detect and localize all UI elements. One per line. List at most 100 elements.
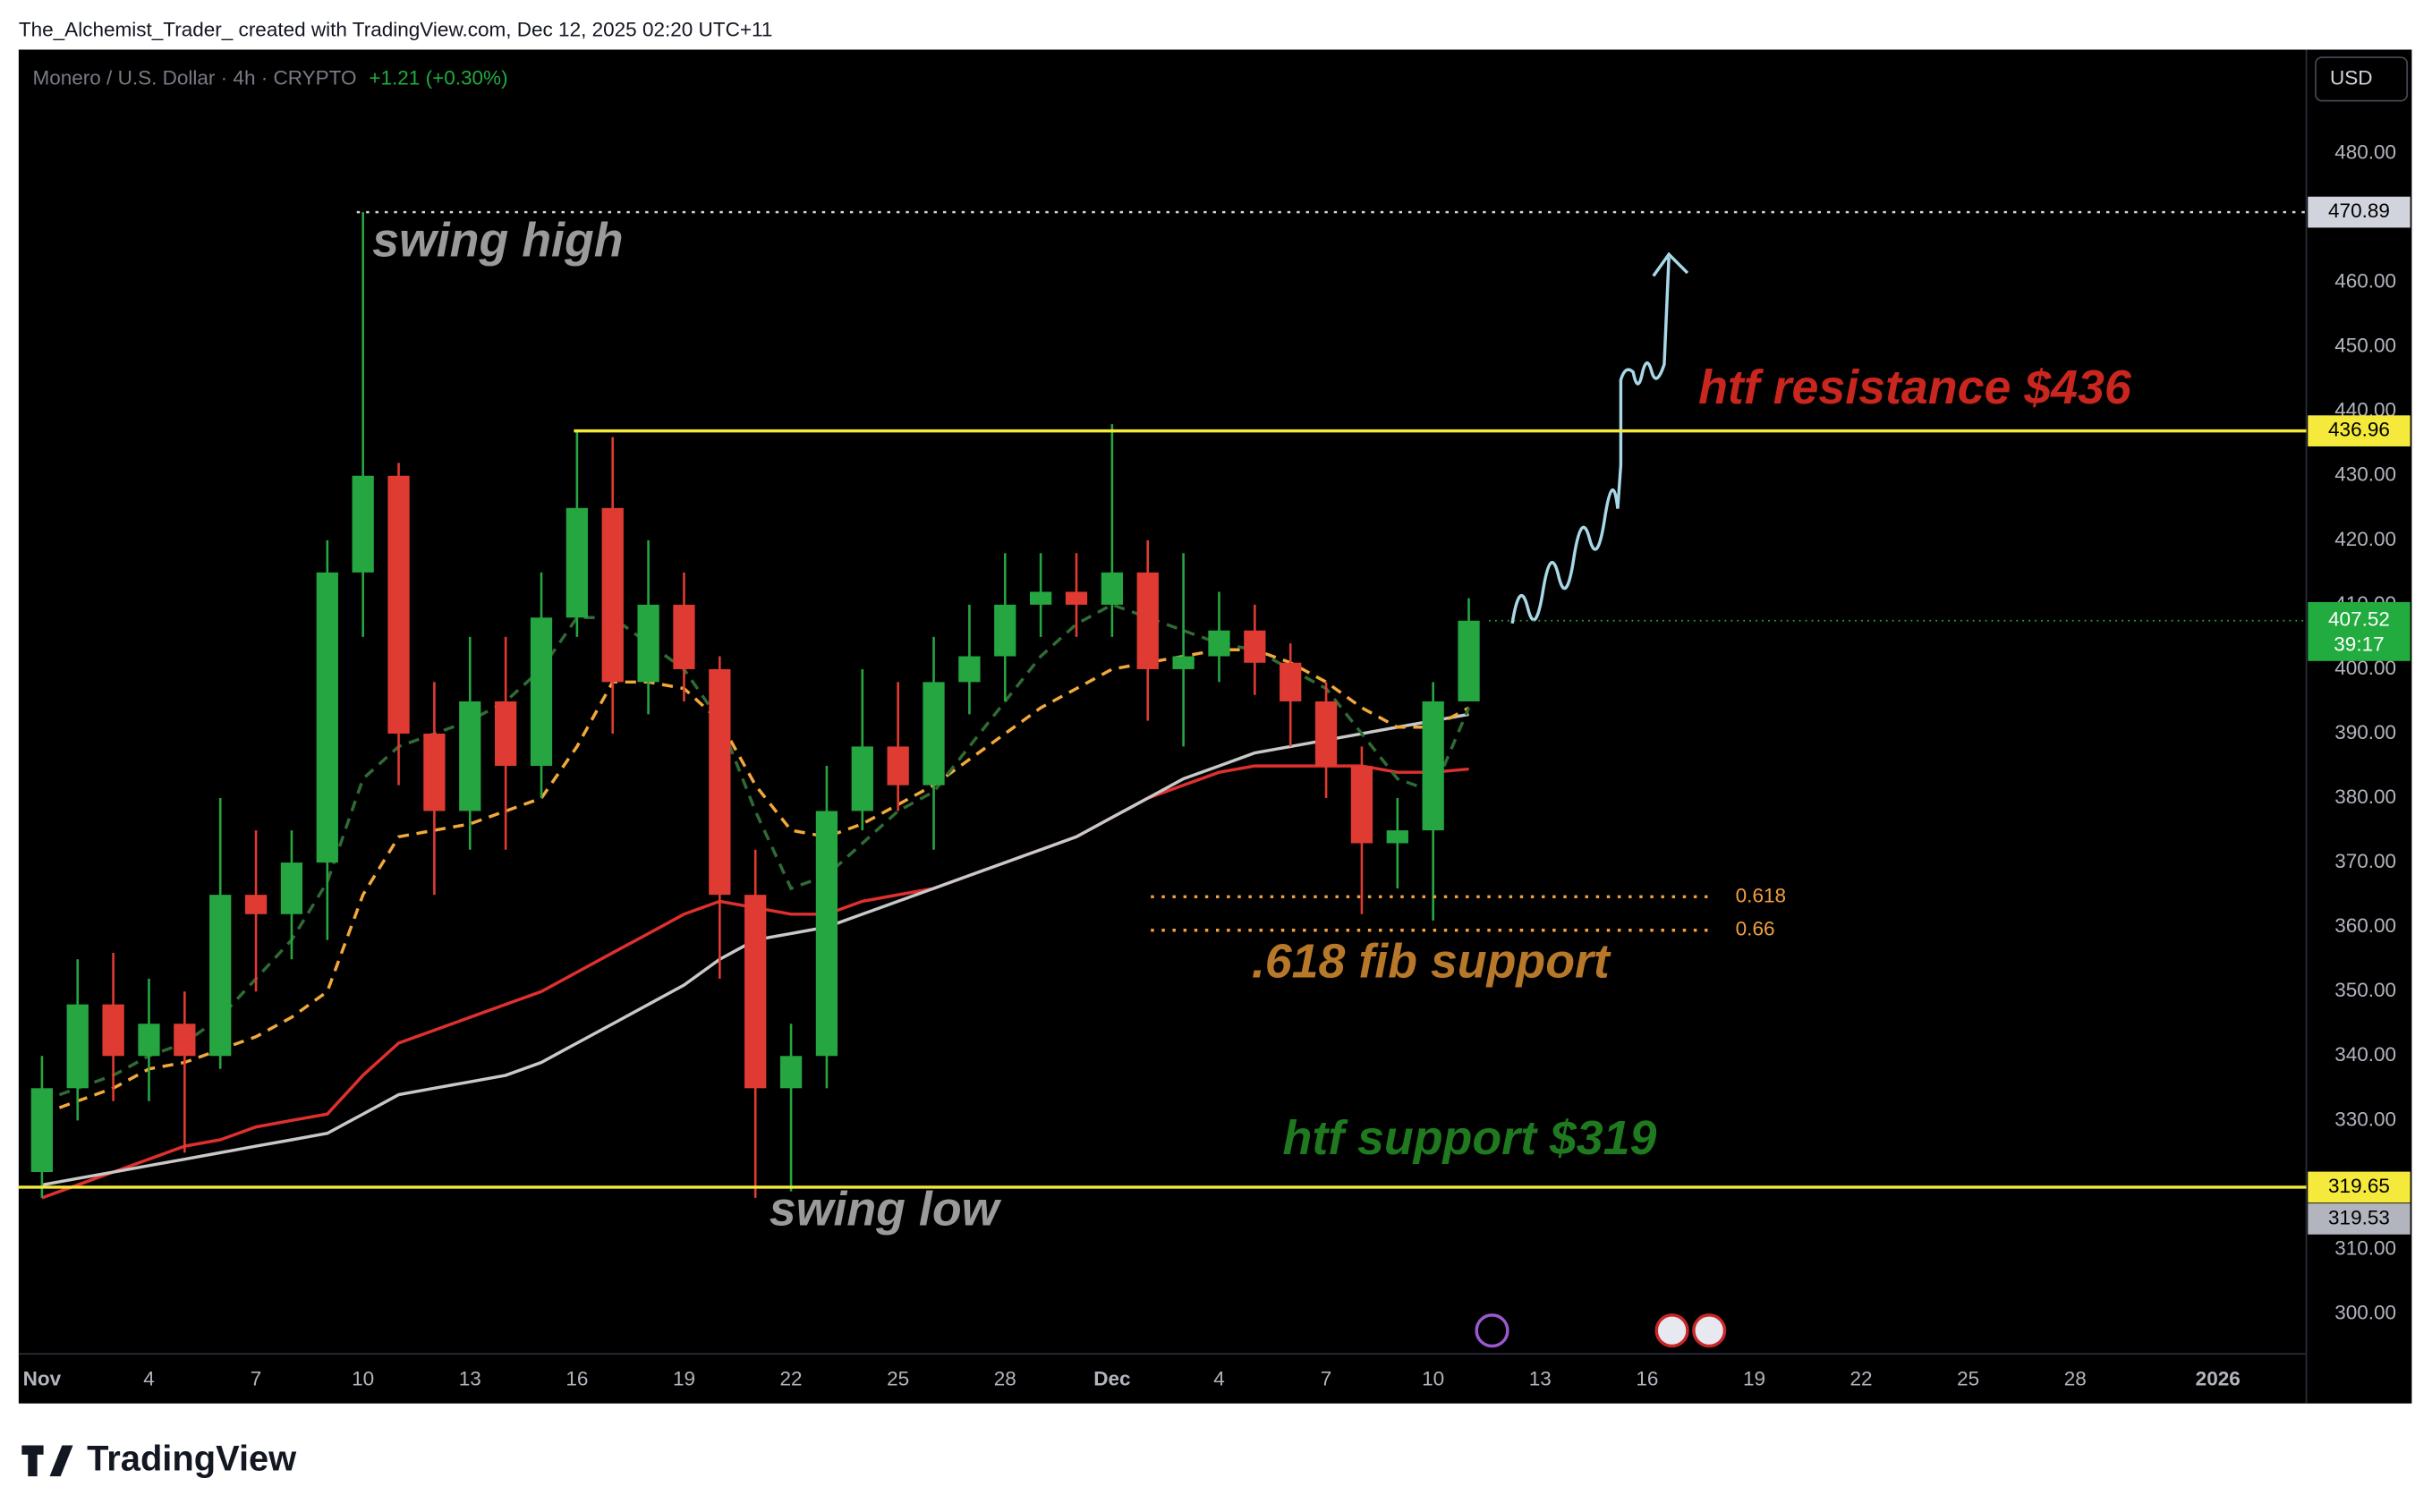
fib-label: 0.66 [1736,918,1775,940]
annotation: htf support $319 [1283,1111,1657,1165]
x-tick-label: 13 [459,1368,481,1390]
x-tick-label: 16 [1636,1368,1658,1390]
change: +1.21 (+0.30%) [369,66,507,89]
y-tick-label: 340.00 [2334,1043,2396,1066]
currency-button[interactable] [2315,56,2409,102]
x-tick-label: 2026 [2196,1368,2241,1390]
y-tick-label: 370.00 [2334,850,2396,872]
y-tick-label: 430.00 [2334,463,2396,486]
x-tick-label: Nov [23,1368,62,1390]
event-icon[interactable] [1475,1313,1509,1348]
moving-average [41,648,1470,1116]
price-badge-label: 319.65 [2328,1175,2390,1197]
candle-body [459,701,481,811]
plot [30,212,1480,1200]
x-tick-label: 7 [1321,1368,1332,1390]
x-tick-label: 16 [565,1368,588,1390]
brand-logo [21,1445,73,1477]
candle-body [1101,572,1123,605]
candle-body [280,862,303,914]
candle-body [530,617,553,767]
y-tick-label: 350.00 [2334,979,2396,1001]
price-badge [2308,196,2411,228]
y-tick-label: 330.00 [2334,1108,2396,1130]
candle-body [66,1004,89,1089]
candle-body [1208,630,1230,657]
last-price-badge [2308,601,2411,661]
event-icon[interactable] [1692,1313,1727,1348]
candle-body [1136,572,1159,669]
symbol: Monero / U.S. Dollar · 4h · CRYPTO [32,66,356,89]
x-tick-label: 19 [673,1368,695,1390]
candle-body [958,656,981,683]
last-price-label: 407.52 [2328,608,2390,631]
annotation: htf resistance $436 [1698,361,2132,414]
x-tick-label: 22 [1850,1368,1873,1390]
candle-body [1280,662,1302,701]
candle-body [637,604,659,683]
candle-body [673,604,695,669]
y-tick-label: 460.00 [2334,270,2396,293]
candle-body [174,1024,196,1057]
candle-body [994,604,1016,657]
candle-body [423,734,446,811]
x-tick-label: 10 [1422,1368,1444,1390]
x-tick-label: 25 [887,1368,909,1390]
candle-body [1172,656,1195,669]
annotation: .618 fib support [1252,934,1611,988]
candle-body [601,507,624,683]
y-tick-label: 420.00 [2334,528,2396,550]
candle-body [744,895,767,1089]
x-tick-label: 13 [1529,1368,1552,1390]
price-badge [2308,1203,2411,1235]
annotation: swing high [372,213,624,267]
candle-body [352,475,374,573]
candle-body [209,895,232,1057]
candle-body [102,1004,124,1057]
x-tick-label: 22 [780,1368,803,1390]
candle-body [316,572,338,863]
y-tick-label: 300.00 [2334,1301,2396,1323]
candle-body [1422,701,1444,831]
price-badge-label: 436.96 [2328,419,2390,441]
price-badge [2308,415,2411,446]
y-tick-label: 390.00 [2334,721,2396,743]
candle-body [495,701,517,767]
candle-body [1350,766,1373,844]
event-icon[interactable] [1654,1313,1689,1348]
x-tick-label: 19 [1743,1368,1765,1390]
currency[interactable]: USD [2330,66,2373,89]
x-tick-label: 4 [1213,1368,1225,1390]
x-tick-label: 25 [1957,1368,1979,1390]
candle-body [244,895,268,914]
y-tick-label: 310.00 [2334,1236,2396,1259]
y-tick-label: 480.00 [2334,140,2396,163]
annotation: swing low [770,1183,1002,1236]
projection-arrow [1510,251,1689,624]
candle-body [1458,620,1480,701]
price-badge [2308,1171,2411,1203]
chart-background [18,49,2412,1404]
candle-body [138,1024,160,1057]
x-tick-label: 10 [352,1368,374,1390]
candle-body [1386,830,1408,844]
candle-body [851,746,873,811]
y-tick-label: 380.00 [2334,786,2396,808]
candle-body [779,1056,803,1089]
candle-body [1065,591,1088,605]
candle-body [1314,701,1338,767]
moving-average [41,602,1471,1103]
candle-body [387,475,410,735]
x-tick-label: 4 [143,1368,155,1390]
candle-body [565,507,588,618]
y-tick-label: 450.00 [2334,335,2396,357]
candle-body [1030,591,1052,605]
brand: TradingView [87,1439,297,1478]
candle-body [30,1088,53,1172]
candle-body [923,682,945,786]
price-badge-label: 470.89 [2328,200,2390,222]
countdown: 39:17 [2334,633,2384,655]
